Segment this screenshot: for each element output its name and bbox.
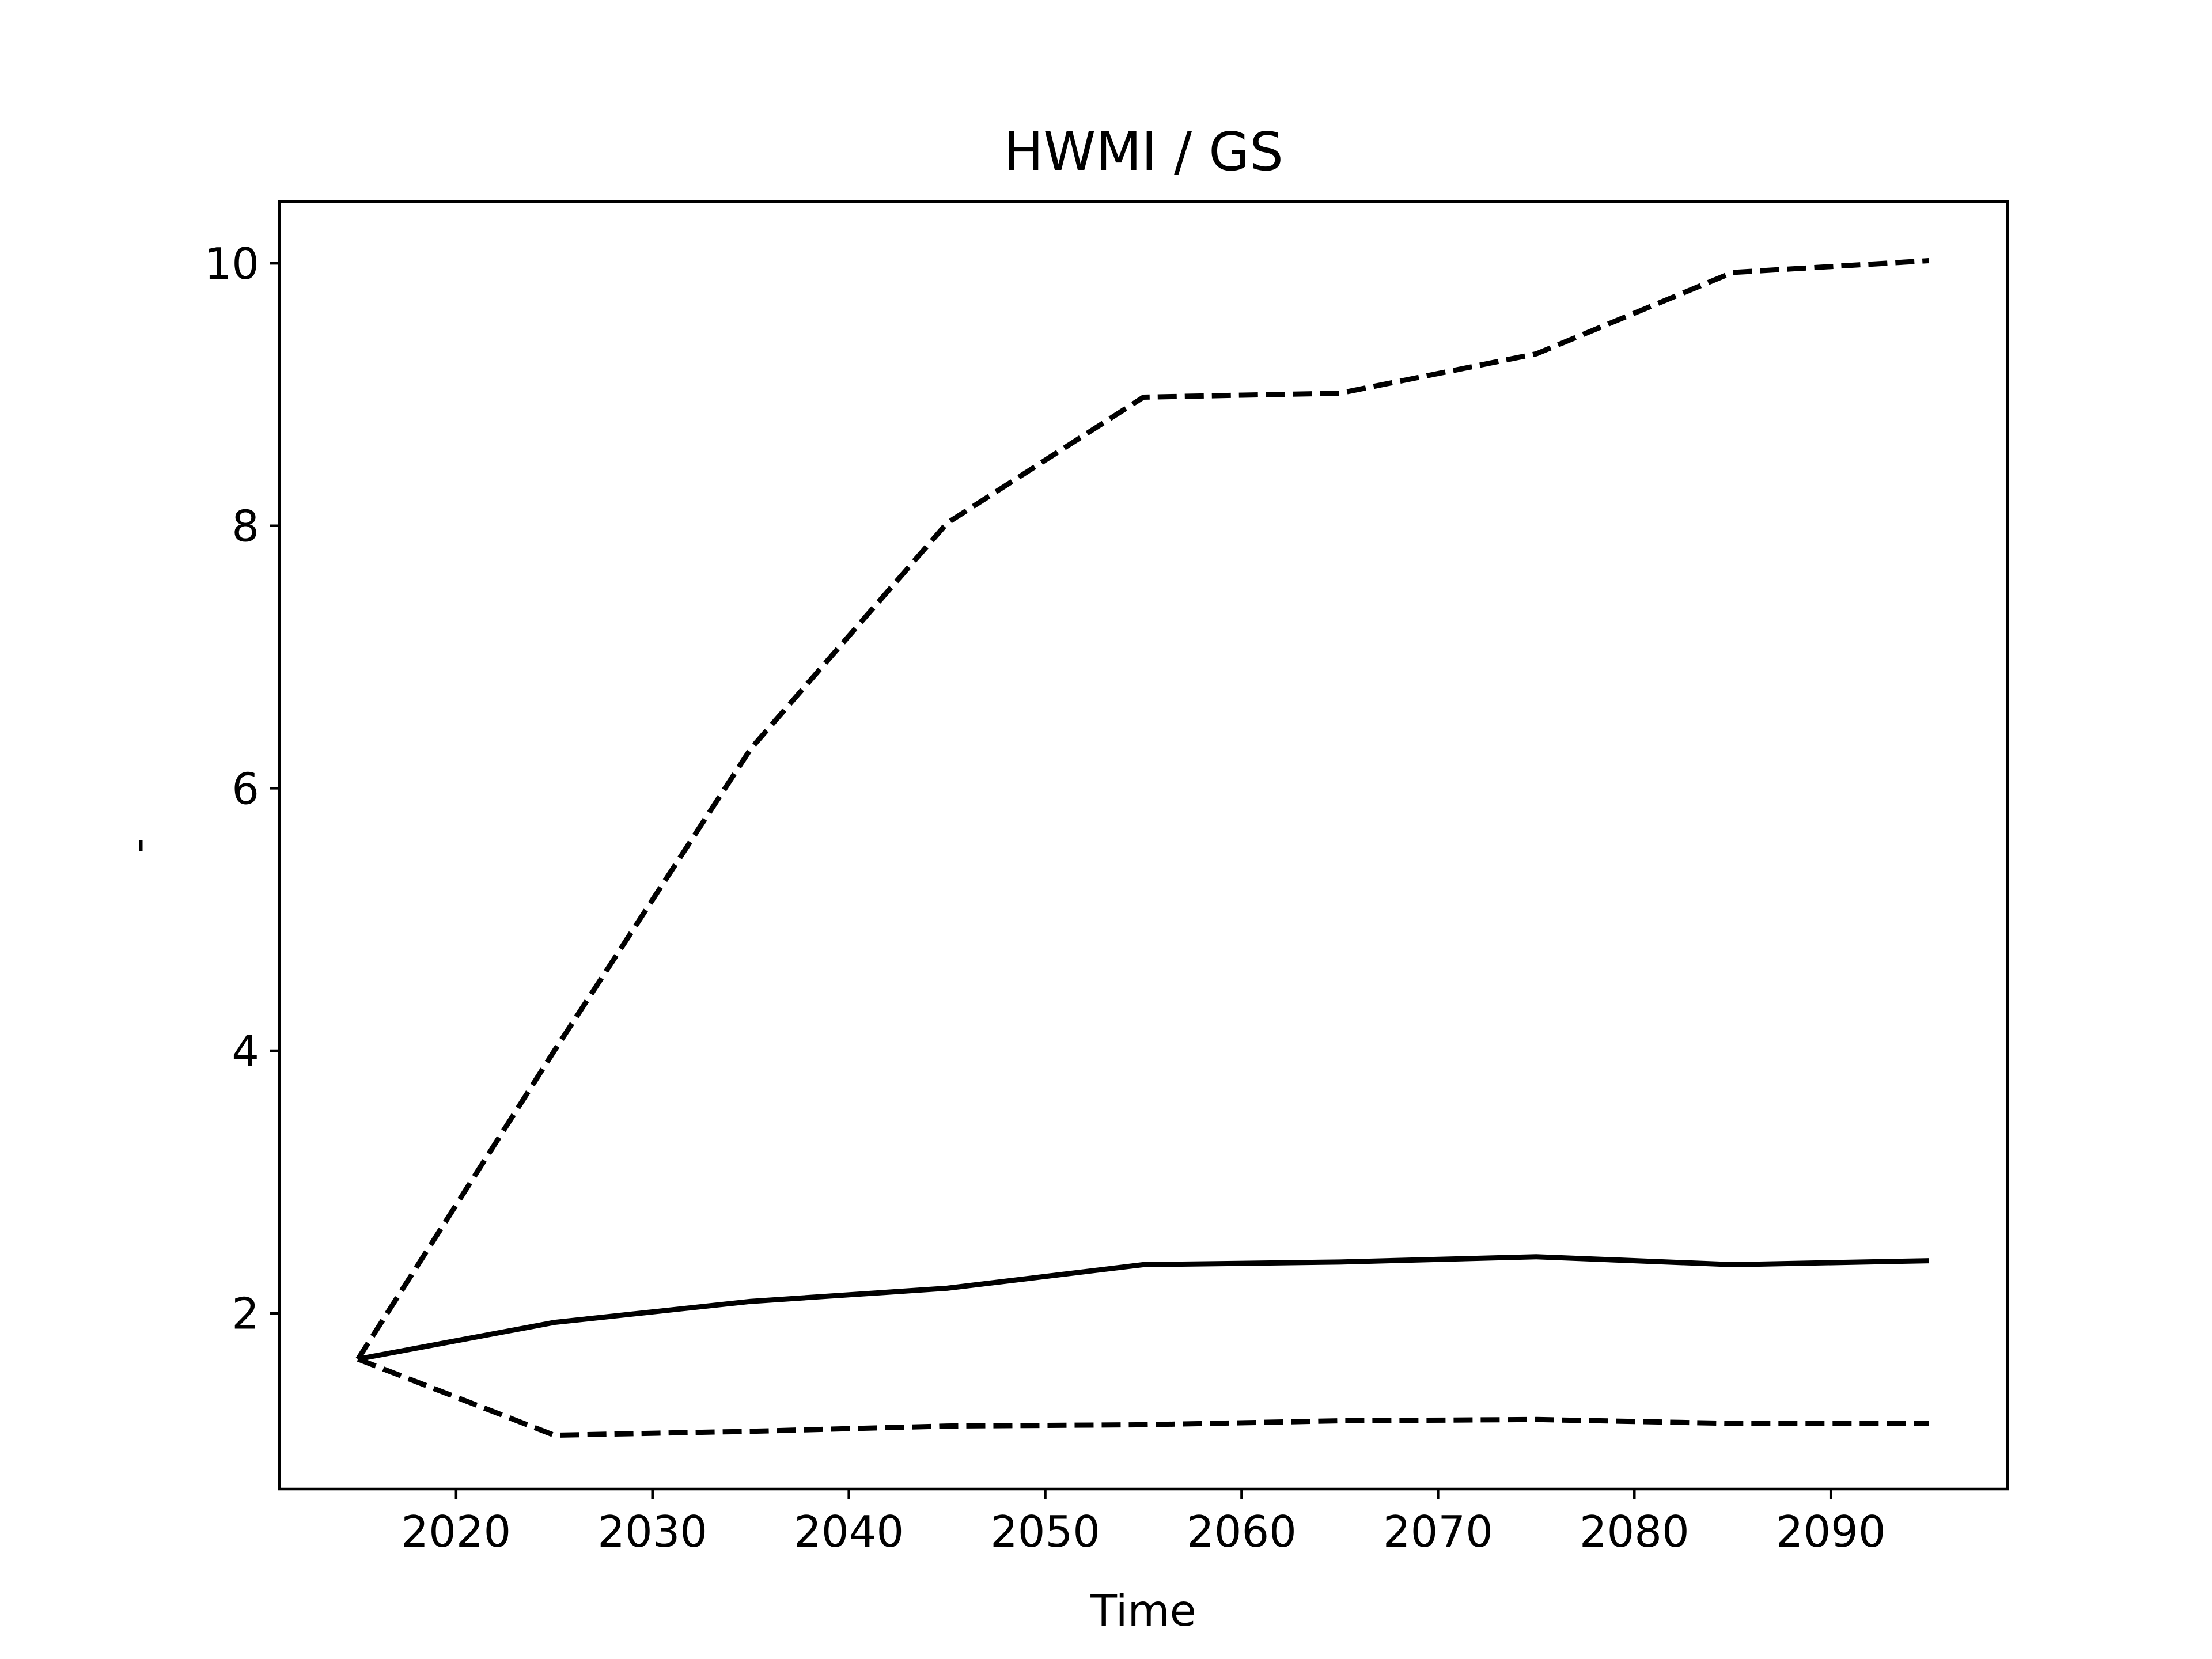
x-tick-label: 2090 [1776, 1506, 1886, 1557]
x-tick-label: 2080 [1580, 1506, 1690, 1557]
x-tick-label: 2020 [401, 1506, 511, 1557]
series-line-1 [357, 1254, 1929, 1362]
y-tick-label: 6 [232, 763, 259, 814]
y-axis: 2 4 6 8 10 [204, 238, 279, 1339]
series-layer [355, 258, 1929, 1438]
series-line-2 [355, 258, 1929, 1361]
y-tick-label: 8 [232, 501, 259, 552]
x-tick-label: 2070 [1383, 1506, 1493, 1557]
x-tick-label: 2030 [597, 1506, 707, 1557]
y-axis-label: - [112, 838, 163, 853]
x-axis-label: Time [1090, 1585, 1196, 1636]
x-tick-label: 2050 [990, 1506, 1100, 1557]
series-line-3 [357, 1357, 1929, 1438]
y-tick-label: 10 [204, 238, 259, 289]
chart-title: HWMI / GS [1003, 121, 1283, 183]
y-tick-label: 4 [232, 1026, 259, 1077]
plot-frame [278, 200, 2009, 1491]
y-tick-label: 2 [232, 1289, 259, 1339]
x-tick-label: 2060 [1187, 1506, 1297, 1557]
x-tick-label: 2040 [794, 1506, 904, 1557]
x-axis: 2020 2030 2040 2050 2060 2070 2080 2090 [401, 1489, 1886, 1557]
